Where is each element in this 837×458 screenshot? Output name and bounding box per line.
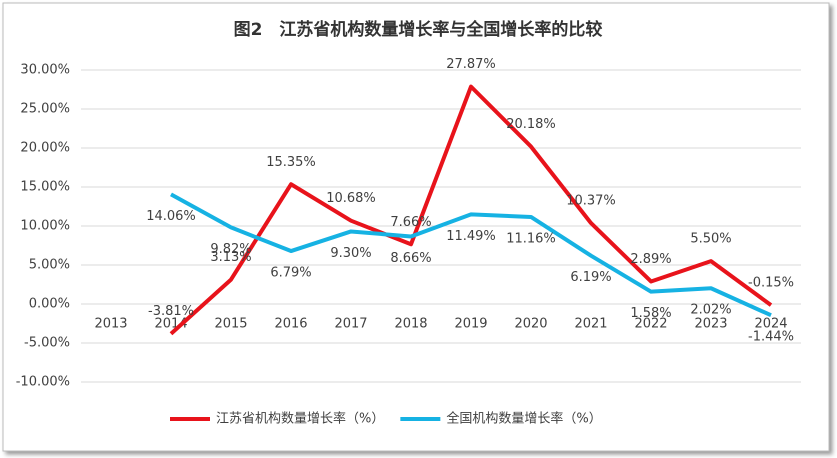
x-tick-label: 2022: [634, 317, 667, 332]
x-tick-label: 2017: [334, 317, 367, 332]
series-line: [169, 84, 773, 336]
chart-title: 图2 江苏省机构数量增长率与全国增长率的比较: [234, 19, 603, 40]
y-tick-label: 0.00%: [29, 297, 70, 312]
x-tick-label: 2013: [94, 317, 127, 332]
data-label: 2.02%: [690, 303, 731, 318]
data-label: 8.66%: [390, 251, 431, 266]
data-label: -1.44%: [748, 330, 794, 345]
y-tick-label: 20.00%: [20, 141, 70, 156]
data-label: -3.81%: [148, 304, 194, 319]
y-tick-label: -5.00%: [24, 336, 70, 351]
data-label: 9.82%: [210, 242, 251, 257]
x-tick-label: 2018: [394, 317, 427, 332]
data-label: 11.16%: [506, 231, 556, 246]
x-tick-label: 2019: [454, 317, 487, 332]
data-label: 1.58%: [630, 306, 671, 321]
data-label: 15.35%: [266, 155, 316, 170]
data-label: 7.66%: [390, 215, 431, 230]
series-line: [170, 192, 772, 318]
data-label: 10.37%: [566, 194, 616, 209]
y-tick-label: 25.00%: [20, 102, 70, 117]
y-tick-label: -10.00%: [16, 375, 70, 390]
data-label: 10.68%: [326, 191, 376, 206]
y-tick-label: 15.00%: [20, 180, 70, 195]
data-label: 14.06%: [146, 209, 196, 224]
x-tick-label: 2016: [274, 317, 307, 332]
y-tick-label: 5.00%: [29, 258, 70, 273]
y-tick-label: 10.00%: [20, 219, 70, 234]
x-tick-label: 2015: [214, 317, 247, 332]
data-label: 9.30%: [330, 246, 371, 261]
data-label: 27.87%: [446, 57, 496, 72]
data-label: 3.13%: [210, 250, 251, 265]
x-tick-label: 2021: [574, 317, 607, 332]
data-label: 2.89%: [630, 252, 671, 267]
x-tick-label: 2024: [754, 317, 787, 332]
legend-label: 江苏省机构数量增长率（%）: [216, 411, 384, 427]
data-label: 5.50%: [690, 232, 731, 247]
y-tick-label: 30.00%: [20, 63, 70, 78]
data-label: 11.49%: [446, 229, 496, 244]
x-tick-label: 2023: [694, 317, 727, 332]
legend-label: 全国机构数量增长率（%）: [446, 411, 601, 427]
data-label: 6.19%: [570, 270, 611, 285]
data-label: -0.15%: [748, 276, 794, 291]
x-tick-label: 2020: [514, 317, 547, 332]
data-label: 20.18%: [506, 117, 556, 132]
data-label: 6.79%: [270, 266, 311, 281]
